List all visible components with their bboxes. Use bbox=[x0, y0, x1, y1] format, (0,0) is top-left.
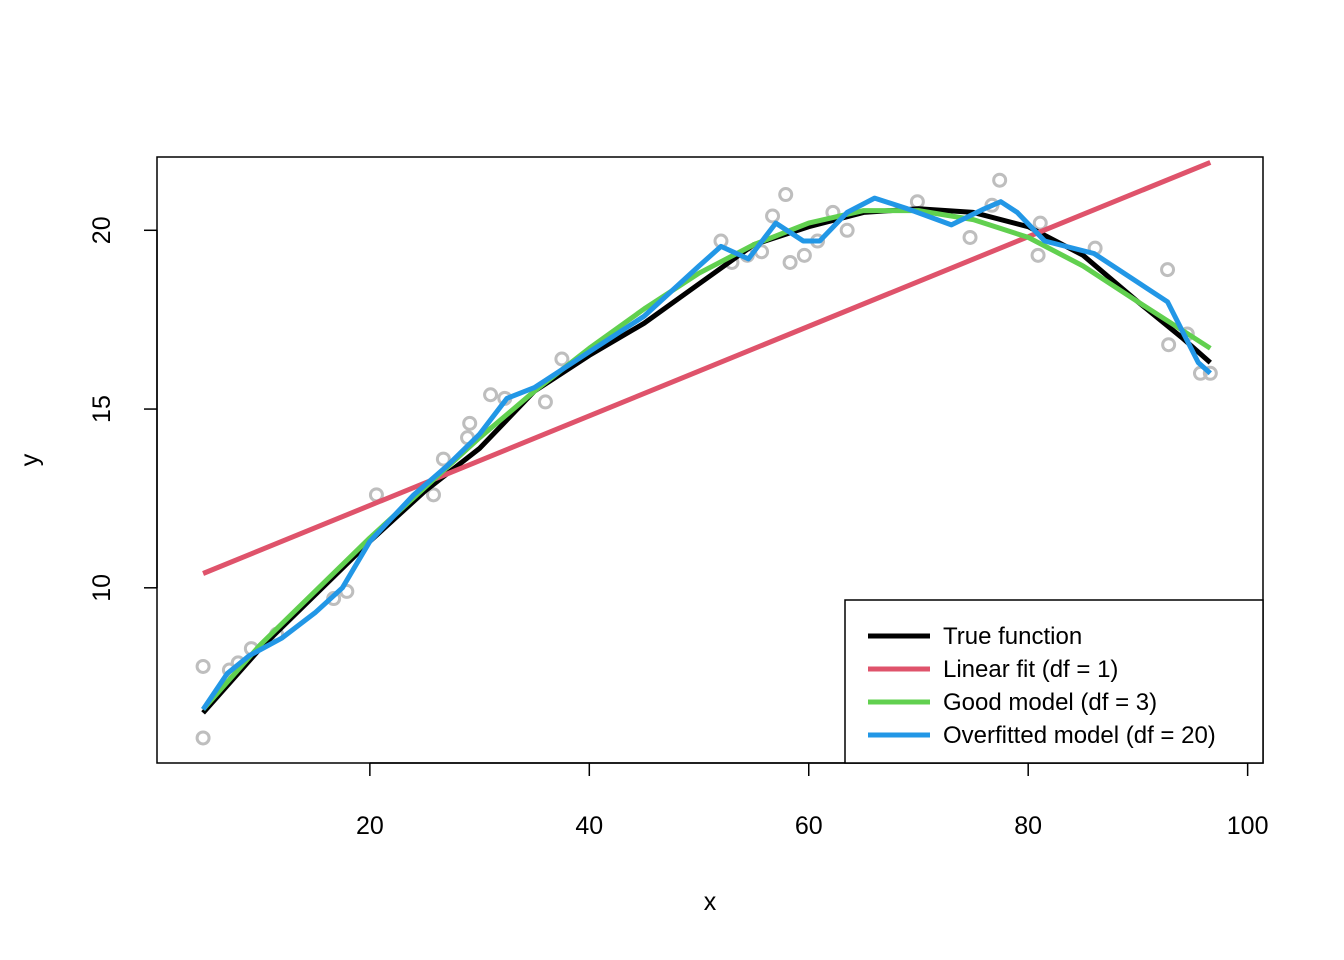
y-tick-label: 10 bbox=[88, 574, 116, 602]
x-tick-label: 40 bbox=[575, 812, 603, 840]
series-lines bbox=[201, 160, 1212, 715]
series-line-1 bbox=[202, 160, 1212, 576]
data-point bbox=[1161, 337, 1177, 353]
x-tick-label: 80 bbox=[1014, 812, 1042, 840]
y-tick-label: 20 bbox=[88, 216, 116, 244]
x-tick-label: 20 bbox=[356, 812, 384, 840]
y-tick-label: 15 bbox=[88, 395, 116, 423]
y-axis-title: y bbox=[16, 453, 44, 466]
data-point bbox=[962, 229, 978, 245]
data-point bbox=[1202, 365, 1218, 381]
legend-label: Overfitted model (df = 20) bbox=[943, 722, 1216, 749]
x-axis-title: x bbox=[704, 888, 717, 916]
data-point bbox=[782, 254, 798, 270]
legend-label: Linear fit (df = 1) bbox=[943, 656, 1118, 683]
series-line-3 bbox=[201, 195, 1212, 711]
legend-label: Good model (df = 3) bbox=[943, 689, 1157, 716]
data-point bbox=[839, 222, 855, 238]
data-point bbox=[462, 415, 478, 431]
data-point bbox=[195, 730, 211, 746]
x-tick-label: 60 bbox=[795, 812, 823, 840]
data-point bbox=[426, 487, 441, 503]
data-point bbox=[554, 351, 570, 367]
x-tick-label: 100 bbox=[1227, 812, 1269, 840]
data-point bbox=[796, 247, 812, 263]
data-point bbox=[435, 451, 451, 467]
data-point bbox=[195, 658, 211, 674]
data-point bbox=[1030, 247, 1046, 263]
data-point bbox=[992, 172, 1008, 188]
plot-frame bbox=[156, 156, 1264, 764]
legend: True function Linear fit (df = 1) Good mod… bbox=[844, 599, 1264, 764]
data-point bbox=[765, 208, 781, 224]
data-point bbox=[1160, 262, 1176, 278]
data-point bbox=[537, 394, 553, 410]
legend-label: True function bbox=[943, 623, 1082, 650]
data-point bbox=[778, 187, 794, 203]
data-point bbox=[483, 387, 499, 403]
